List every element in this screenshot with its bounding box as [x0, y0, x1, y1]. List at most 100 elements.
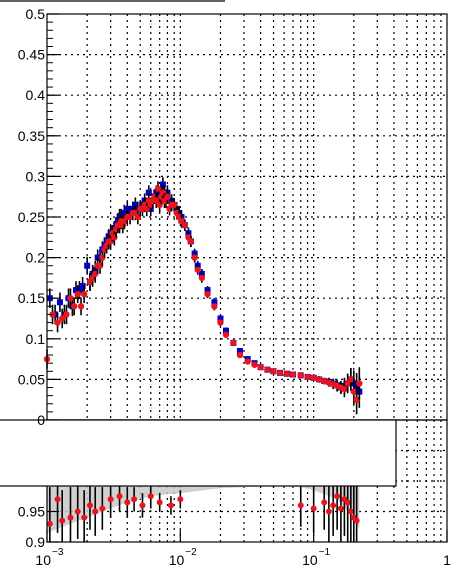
ratio-point — [81, 514, 88, 521]
x-tick-base: 10 — [169, 552, 185, 568]
data-point-circle — [164, 193, 171, 200]
ratio-y-tick-label: 0.9 — [26, 534, 46, 550]
ratio-point — [107, 496, 114, 503]
x-tick-exponent: −3 — [52, 547, 64, 558]
data-point-square — [145, 189, 152, 196]
data-point-circle — [283, 370, 291, 377]
ratio-point — [330, 502, 337, 509]
upper-grid — [47, 14, 447, 420]
ratio-point — [156, 499, 163, 506]
ratio-point — [59, 517, 66, 524]
data-point-circle — [347, 376, 355, 383]
data-point-circle — [191, 254, 198, 261]
data-point-circle — [80, 290, 88, 298]
data-point-circle — [63, 311, 70, 318]
data-point-square — [159, 181, 166, 188]
data-point-circle — [187, 238, 195, 245]
ratio-point — [321, 499, 328, 506]
x-tick-exponent: −1 — [319, 547, 331, 558]
data-point-circle — [350, 388, 358, 395]
data-point-circle — [194, 266, 201, 273]
ratio-point — [92, 508, 99, 515]
ratio-point — [337, 505, 344, 512]
data-point-square — [84, 262, 91, 269]
x-tick-label: 10 −1 — [302, 547, 330, 568]
data-point-square — [76, 287, 83, 294]
y-tick-label: 0.4 — [26, 87, 46, 103]
y-tick-label: 0.2 — [26, 250, 46, 266]
data-point-circle — [304, 373, 311, 381]
data-point-circle — [341, 385, 348, 393]
ratio-point — [353, 517, 360, 524]
y-tick-label: 0.25 — [18, 209, 45, 225]
data-point-square — [56, 299, 63, 306]
data-point-circle — [244, 358, 251, 365]
legend-box — [0, 419, 397, 487]
y-tick-label: 0.45 — [18, 47, 45, 63]
ratio-point — [310, 505, 317, 512]
ratio-point — [325, 508, 332, 515]
y-tick-label: 0.15 — [18, 290, 45, 306]
ratio-point — [334, 493, 341, 500]
data-point-square — [217, 315, 224, 322]
y-tick-label: 0.05 — [18, 371, 45, 387]
x-tick-label: 10 −2 — [169, 547, 197, 568]
ratio-y-tick-label: 0.95 — [18, 504, 45, 520]
data-point-circle — [54, 319, 61, 326]
data-point-circle — [181, 221, 188, 229]
x-tick-label: 1 — [443, 552, 451, 568]
data-point-square — [132, 201, 139, 208]
data-point-circle — [297, 372, 304, 379]
data-point-circle — [154, 185, 162, 192]
data-point-circle — [211, 303, 218, 310]
axis-tick-labels: 0 0.05 0.1 0.15 0.2 0.25 0.3 0.35 0.4 0.45 0.5 0.9 0… — [18, 6, 451, 568]
ratio-point — [99, 505, 106, 512]
ratio-point — [131, 496, 138, 503]
data-point-circle — [198, 274, 206, 282]
y-tick-label: 0.5 — [26, 6, 46, 22]
y-tick-label: 0 — [37, 412, 45, 428]
data-point-circle — [270, 368, 277, 375]
ratio-point — [86, 502, 93, 509]
y-tick-label: 0.35 — [18, 128, 45, 144]
data-point-circle — [222, 331, 230, 338]
x-tick-base: 10 — [35, 552, 51, 568]
ratio-point — [167, 502, 174, 509]
data-point-circle — [356, 380, 363, 387]
data-point-circle — [204, 290, 211, 298]
data-point-circle — [58, 315, 66, 322]
ratio-point — [139, 502, 146, 509]
data-point-circle — [171, 201, 178, 209]
ratio-point — [344, 499, 351, 506]
data-point-square — [72, 287, 79, 294]
data-point-square — [236, 347, 243, 354]
upper-data-points — [43, 177, 363, 415]
x-tick-label: 10 −3 — [35, 547, 63, 568]
data-point-square — [222, 327, 229, 334]
data-point-circle — [71, 303, 78, 310]
data-point-circle — [77, 303, 85, 310]
x-tick-exponent: −2 — [185, 547, 197, 558]
data-point-circle — [315, 376, 323, 383]
ratio-point — [347, 508, 354, 515]
ratio-point — [147, 493, 154, 500]
data-point-circle — [74, 290, 81, 298]
data-point-circle — [289, 371, 297, 378]
ratio-point — [74, 508, 81, 515]
y-tick-label: 0.1 — [26, 331, 46, 347]
data-point-circle — [92, 270, 99, 278]
data-point-circle — [251, 361, 258, 368]
y-tick-label: 0.3 — [26, 168, 46, 184]
ratio-point — [46, 520, 53, 527]
ratio-point — [54, 496, 61, 503]
data-point-circle — [353, 396, 360, 403]
data-point-circle — [264, 366, 271, 373]
ratio-point — [124, 499, 131, 506]
data-point-square — [124, 205, 131, 212]
ratio-point — [297, 502, 304, 509]
ratio-point — [177, 496, 184, 503]
data-point-circle — [217, 319, 224, 326]
x-tick-base: 1 — [443, 552, 451, 568]
data-point-circle — [257, 364, 264, 371]
